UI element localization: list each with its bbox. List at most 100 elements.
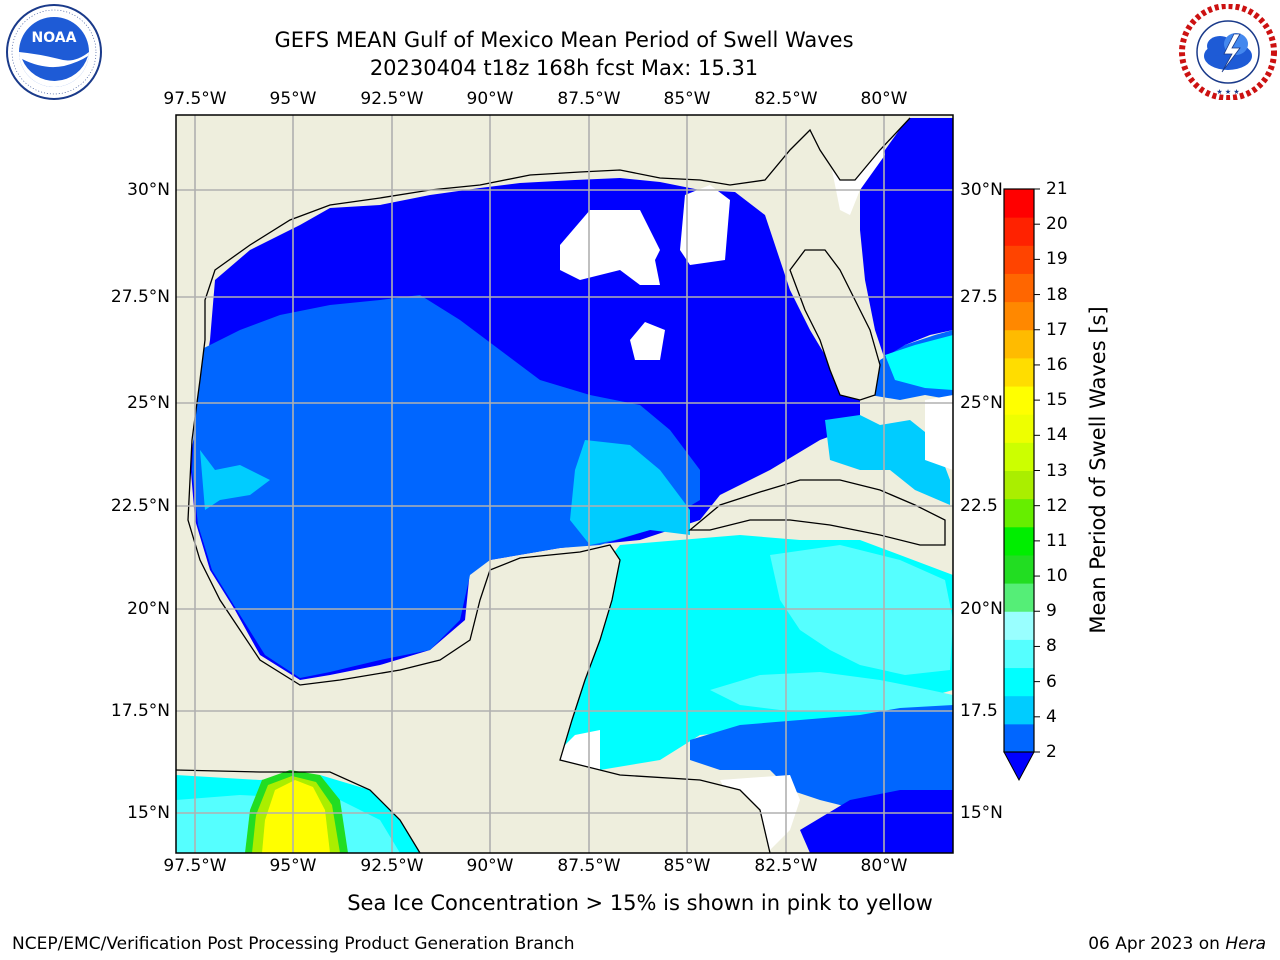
colorbar [1003,188,1040,782]
colorbar-tick-label: 10 [1046,566,1068,587]
lat-label-right-2: 25°N [960,393,1003,413]
gulf-ocean-2to4 [192,295,700,678]
gulf-ocean-4to6-c [825,415,950,505]
land-us-south [176,115,953,300]
lon-label-top-2: 92.5°W [360,89,424,109]
colorbar-swatch [1004,442,1034,471]
lon-label-top-3: 90°W [466,89,514,109]
lat-label-left-6: 15°N [127,803,170,823]
colorbar-swatch [1004,329,1034,359]
colorbar-tick-label: 12 [1046,495,1068,516]
colorbar-swatch [1004,695,1034,725]
lat-label-left-5: 17.5°N [110,701,170,721]
caribbean-6to8-a [770,545,953,675]
map-title: GEFS MEAN Gulf of Mexico Mean Period of … [274,28,854,52]
colorbar-swatch [1004,189,1034,218]
footer-date-text: 06 Apr 2023 on [1088,934,1226,954]
lat-label-left-0: 30°N [127,180,170,200]
lat-label-right-1: 27.5 [960,287,998,307]
missing-area-la [560,210,660,285]
colorbar-tick-label: 4 [1046,706,1057,727]
lon-label-top-5: 85°W [663,89,711,109]
lat-label-right-3: 22.5 [960,496,998,516]
land-mexico-west [176,300,770,853]
lon-label-bottom-7: 80°W [860,856,908,876]
colorbar-swatch [1004,217,1034,246]
svg-text:★ ★ ★: ★ ★ ★ [1216,88,1239,96]
colorbar-tick-label: 16 [1046,354,1068,375]
colorbar-tick-label: 20 [1046,214,1068,235]
noaa-logo: NOAA [6,4,102,100]
colorbar-swatch [1004,414,1034,443]
colorbar-swatch [1004,526,1034,556]
colorbar-swatch [1004,667,1034,697]
footer-host: Hera [1225,934,1266,954]
colorbar-tick-label: 2 [1046,742,1057,762]
lon-label-top-6: 82.5°W [754,89,818,109]
footer-producer: NCEP/EMC/Verification Post Processing Pr… [12,934,575,954]
graticule [176,115,953,853]
colorbar-swatch [1004,301,1034,331]
colorbar-swatch [1004,386,1034,415]
colorbar-tick-label: 14 [1046,425,1068,446]
map-field [176,115,953,853]
colorbar-swatch [1004,554,1034,584]
lat-label-left-4: 20°N [127,599,170,619]
colorbar-tick-label: 18 [1046,284,1068,305]
gulf-ocean-4to6-b [200,450,270,510]
missing-area-c [630,322,665,360]
colorbar-swatch [1004,470,1034,500]
colorbar-swatch [1004,357,1034,387]
nws-logo: ★ ★ ★ [1179,4,1277,100]
lon-label-bottom-0: 97.5°W [163,856,227,876]
colorbar-swatch [1004,245,1034,274]
lat-label-right-0: 30°N [960,180,1003,200]
lat-label-left-3: 22.5°N [110,496,170,516]
missing-area-bahamas [925,395,953,470]
gulf-ocean-4to6-a [570,440,690,545]
colorbar-tick-label: 9 [1046,601,1057,622]
colorbar-tick-label: 11 [1046,530,1068,551]
colorbar-swatch [1004,273,1034,303]
land-florida [790,250,880,400]
caribbean-2to4 [690,705,953,820]
lon-label-bottom-3: 90°W [466,856,514,876]
colorbar-tick-label: 19 [1046,249,1068,270]
lon-label-top-1: 95°W [269,89,317,109]
colorbar-swatch [1004,639,1034,669]
colorbar-swatch [1004,723,1034,753]
missing-area-ms [680,185,730,265]
footer-date: 06 Apr 2023 on Hera [1088,934,1266,954]
colorbar-tick-label: 15 [1046,390,1068,411]
colorbar-swatch [1004,611,1034,640]
colorbar-under-triangle [1003,751,1035,782]
lat-label-left-2: 25°N [127,393,170,413]
coastlines [176,117,946,853]
colorbar-tick-label: 13 [1046,460,1068,481]
colorbar-swatch [1004,498,1034,528]
map-subtitle: 20230404 t18z 168h fcst Max: 15.31 [369,56,759,80]
sea-ice-note: Sea Ice Concentration > 15% is shown in … [347,891,933,915]
lon-label-bottom-6: 82.5°W [754,856,818,876]
lon-label-bottom-1: 95°W [269,856,317,876]
caribbean-6to8-b [710,672,953,712]
lon-label-bottom-5: 85°W [663,856,711,876]
pacific-high-yellow [262,780,330,853]
lon-label-bottom-4: 87.5°W [557,856,621,876]
lon-label-top-0: 97.5°W [163,89,227,109]
colorbar-tick-label: 21 [1046,179,1068,199]
colorbar-tick-label: 17 [1046,319,1068,340]
colorbar-tick-label: 6 [1046,671,1057,692]
map-frame [175,114,954,854]
colorbar-label: Mean Period of Swell Waves [s] [1086,306,1110,634]
lat-label-left-1: 27.5°N [110,287,170,307]
lat-label-right-4: 20°N [960,599,1003,619]
land-cuba [690,480,945,545]
colorbar-tick-label: 8 [1046,636,1057,657]
lat-label-right-6: 15°N [960,803,1003,823]
caribbean-under2 [800,790,953,853]
noaa-logo-text: NOAA [32,30,77,46]
atlantic-4to6 [885,335,953,390]
lon-label-top-7: 80°W [860,89,908,109]
